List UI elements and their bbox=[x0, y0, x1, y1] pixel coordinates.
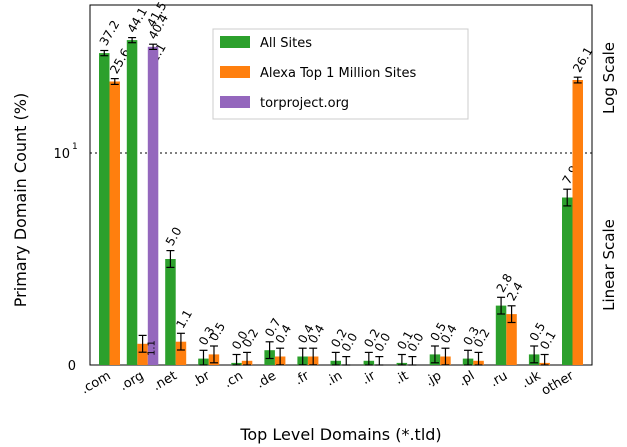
legend: All Sites Alexa Top 1 Million Sites torp… bbox=[213, 29, 468, 119]
y-tick-label-zero: 0 bbox=[68, 359, 76, 374]
x-tick-label-de: .de bbox=[254, 368, 279, 391]
legend-label-all-sites: All Sites bbox=[260, 36, 312, 51]
legend-swatch-all-sites bbox=[220, 36, 250, 48]
x-tick-label-ir: .ir bbox=[359, 368, 378, 388]
bar-other-alexa-top-1-million-sites bbox=[573, 80, 584, 365]
extra-label-org-inner: 1.1 bbox=[147, 340, 158, 356]
legend-label-alexa: Alexa Top 1 Million Sites bbox=[260, 66, 416, 81]
bar-other-all-sites bbox=[562, 198, 573, 366]
data-label-net-alexa-top-1-million-sites: 1.1 bbox=[173, 307, 195, 331]
x-tick-label-in: .in bbox=[324, 368, 345, 389]
x-tick-label-pl: .pl bbox=[456, 368, 477, 389]
x-tick-label-cn: .cn bbox=[221, 368, 245, 391]
x-tick-label-com: .com bbox=[78, 368, 113, 397]
data-label-net-all-sites: 5.0 bbox=[163, 225, 185, 249]
x-tick-label-ru: .ru bbox=[487, 368, 510, 390]
x-tick-label-br: .br bbox=[190, 368, 213, 390]
x-tick-label-net: .net bbox=[150, 368, 180, 394]
bar-com-all-sites bbox=[99, 53, 110, 365]
y-tick-label-ten: 10 bbox=[53, 147, 70, 162]
data-label-com-all-sites: 37.2 bbox=[97, 18, 122, 48]
x-tick-label-other: other bbox=[539, 368, 577, 399]
y-tick-exponent: 1 bbox=[72, 142, 78, 152]
x-tick-label-fr: .fr bbox=[292, 368, 312, 388]
log-scale-annotation: Log Scale bbox=[600, 42, 618, 114]
bar-org-all-sites bbox=[127, 40, 138, 365]
bar-org-torproject-org bbox=[148, 47, 159, 365]
x-tick-label-it: .it bbox=[392, 368, 411, 387]
y-tick-layer: 0 10 1 bbox=[53, 142, 77, 374]
linear-scale-annotation: Linear Scale bbox=[600, 219, 618, 311]
x-tick-label-org: .org bbox=[117, 368, 147, 394]
legend-swatch-torproject bbox=[220, 96, 250, 108]
bar-com-alexa-top-1-million-sites bbox=[110, 82, 121, 366]
x-tick-layer: .com .org .net .br .cn .de .fr .in .ir .it .jp .pl.… bbox=[78, 368, 577, 399]
legend-label-torproject: torproject.org bbox=[260, 96, 349, 111]
x-axis-label: Top Level Domains (*.tld) bbox=[239, 425, 441, 444]
legend-swatch-alexa bbox=[220, 66, 250, 78]
y-axis-label: Primary Domain Count (%) bbox=[11, 93, 30, 307]
x-tick-label-jp: .jp bbox=[423, 368, 444, 389]
bar-net-all-sites bbox=[165, 259, 176, 365]
